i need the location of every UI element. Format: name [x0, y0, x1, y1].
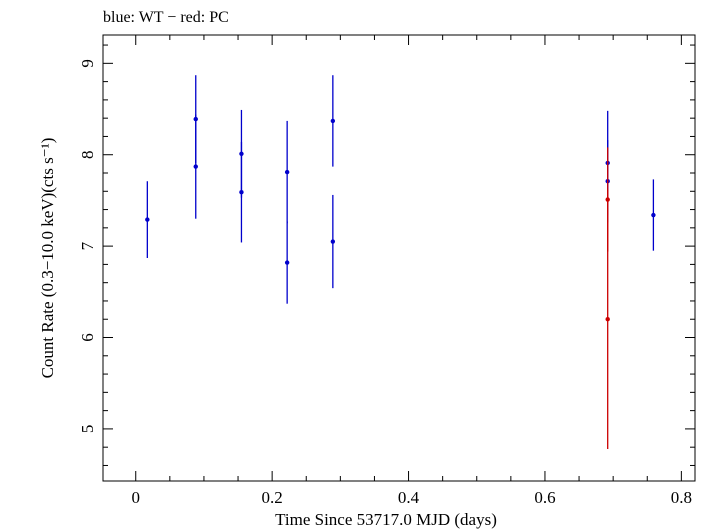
- data-point: [284, 260, 290, 265]
- y-tick-label: 6: [78, 333, 97, 342]
- x-tick-label: 0.4: [398, 488, 420, 507]
- axis-ticks: [103, 35, 695, 481]
- y-tick-label: 5: [78, 425, 97, 434]
- x-tick-label: 0.2: [262, 488, 283, 507]
- data-point: [239, 189, 244, 195]
- x-tick-label: 0: [131, 488, 140, 507]
- data-points: [145, 75, 656, 450]
- x-tick-label: 0.6: [534, 488, 555, 507]
- chart-title: blue: WT − red: PC: [103, 9, 229, 26]
- y-axis-label: Count Rate (0.3−10.0 keV)(cts s⁻¹): [38, 138, 57, 379]
- y-tick-label: 9: [78, 59, 97, 68]
- x-axis-label: Time Since 53717.0 MJD (days): [275, 510, 497, 529]
- data-point: [605, 317, 610, 322]
- data-point: [651, 212, 656, 218]
- data-point: [284, 169, 290, 175]
- data-point: [145, 217, 150, 222]
- plot-frame: [102, 34, 696, 482]
- x-tick-label: 0.8: [671, 488, 692, 507]
- axis-tick-labels: 0 0.2 0.4 0.6 0.8 5 6 7 8 9: [78, 59, 692, 507]
- data-point: [330, 239, 336, 244]
- data-point: [330, 118, 336, 124]
- y-tick-label: 8: [78, 150, 97, 159]
- data-point: [193, 164, 198, 169]
- y-tick-label: 7: [78, 241, 97, 250]
